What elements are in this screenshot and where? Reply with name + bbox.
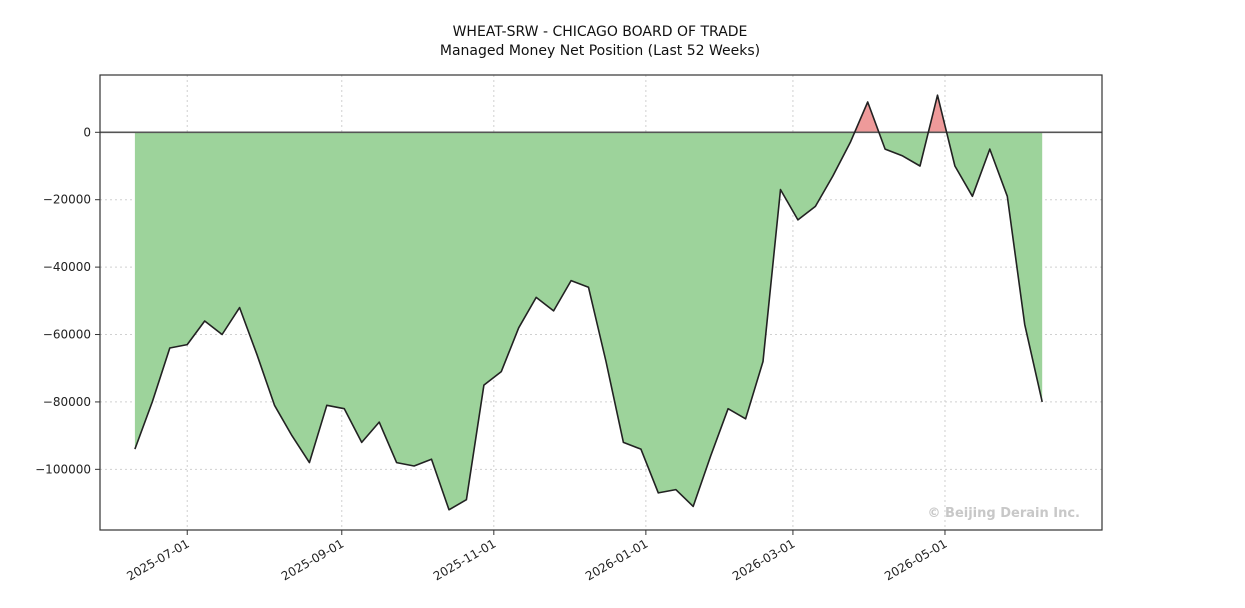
long-position-area <box>854 95 947 133</box>
watermark: © Beijing Derain Inc. <box>928 506 1080 521</box>
y-axis: 0 −20000 −40000 −60000 −80000 −100000 <box>35 125 100 476</box>
short-position-area <box>134 132 1043 510</box>
chart-title: WHEAT-SRW - CHICAGO BOARD OF TRADE <box>453 24 748 40</box>
chart-subtitle: Managed Money Net Position (Last 52 Week… <box>440 43 760 59</box>
y-tick-label: −100000 <box>35 462 91 476</box>
x-tick-label: 2026-05-01 <box>882 536 949 583</box>
x-tick-label: 2026-01-01 <box>583 536 650 583</box>
x-tick-label: 2026-03-01 <box>730 536 797 583</box>
x-axis: 2025-07-01 2025-09-01 2025-11-01 2026-01-01… <box>124 530 949 583</box>
y-tick-label: −20000 <box>43 193 91 207</box>
plot-frame <box>99 74 1103 531</box>
series-line <box>134 94 1043 511</box>
y-tick-label: 0 <box>83 125 91 139</box>
y-tick-label: −60000 <box>43 328 91 342</box>
x-tick-label: 2025-11-01 <box>431 536 498 583</box>
area-fills <box>134 95 1043 510</box>
y-tick-label: −80000 <box>43 395 91 409</box>
x-tick-label: 2025-09-01 <box>279 536 346 583</box>
y-tick-label: −40000 <box>43 260 91 274</box>
x-tick-label: 2025-07-01 <box>124 536 191 583</box>
